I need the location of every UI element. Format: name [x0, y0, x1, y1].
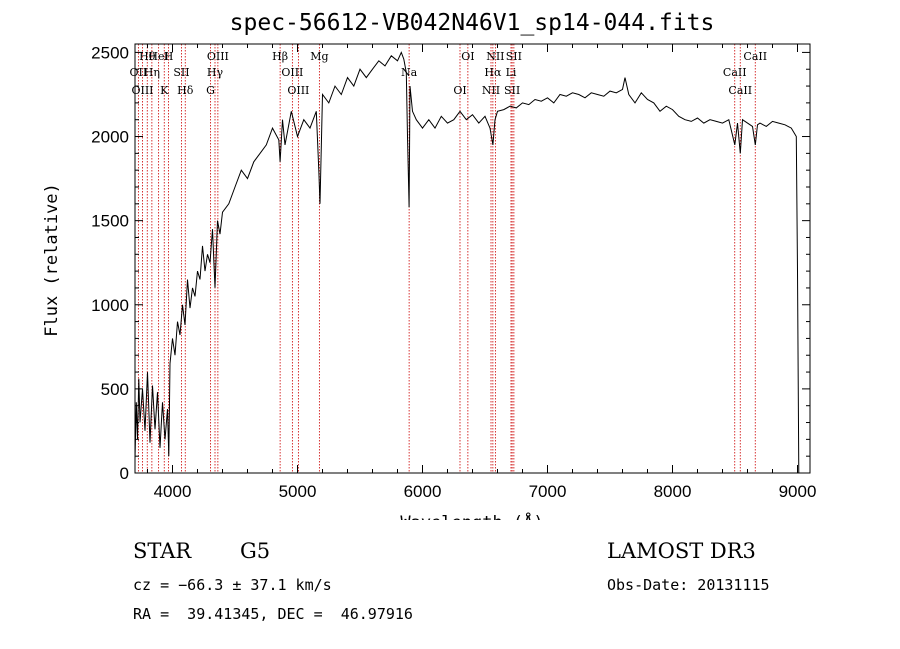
spectral-line-label: Hθ — [139, 50, 156, 63]
spectral-line-label: Hη — [144, 66, 160, 79]
spectral-line-label: Li — [506, 66, 517, 79]
y-tick-label: 1500 — [91, 212, 129, 231]
spectral-line-label: OIII — [281, 66, 303, 79]
spectral-line-label: NII — [482, 84, 500, 97]
spectral-line-labels: Hθ OII OIII HeI HηK H SII Hδ OIII Hγ G Hβ OIII OIII Mg… — [130, 50, 768, 97]
spectral-line-label: CaII — [723, 66, 747, 79]
chart-title: spec-56612-VB042N46V1_sp14-044.fits — [230, 10, 715, 36]
axis-ticks: 4000 5000 6000 7000 8000 9000 0 500 1000 1500 2000… — [91, 43, 816, 501]
spectrum-chart: spec-56612-VB042N46V1_sp14-044.fits Hθ OI… — [42, 10, 816, 520]
spectral-line-label: CaII — [743, 50, 767, 63]
spectral-line-label: H — [164, 50, 174, 63]
object-subclass: G5 — [240, 539, 271, 563]
spectral-line-label: OIII — [207, 50, 229, 63]
x-tick-label: 8000 — [654, 482, 692, 501]
obs-date: Obs-Date: 20131115 — [607, 576, 770, 594]
y-tick-label: 0 — [120, 464, 129, 483]
spectral-line-label: Hγ — [207, 66, 224, 79]
y-tick-label: 1000 — [91, 296, 129, 315]
redshift-cz: cz = −66.3 ± 37.1 km/s — [133, 576, 332, 594]
x-tick-label: 7000 — [529, 482, 567, 501]
x-tick-label: 4000 — [154, 482, 192, 501]
x-axis-label: Wavelength (Å) — [400, 511, 543, 520]
spectral-line-label: OIII — [287, 84, 309, 97]
y-axis-label: Flux (relative) — [42, 183, 62, 337]
spectral-line-markers — [137, 44, 756, 473]
spectral-line-label: OI — [453, 84, 466, 97]
plot-frame — [134, 43, 811, 474]
spectral-line-label: CaII — [728, 84, 752, 97]
y-tick-label: 2000 — [91, 128, 129, 147]
x-tick-label: 5000 — [279, 482, 317, 501]
spectral-line-label: SII — [504, 84, 520, 97]
spectral-line-label: OIII — [131, 84, 153, 97]
y-tick-label: 2500 — [91, 43, 129, 62]
spectral-line-label: NII — [486, 50, 504, 63]
spectral-line-label: Na — [401, 66, 418, 79]
survey-name: LAMOST DR3 — [607, 539, 756, 563]
spectrum-line — [134, 51, 800, 474]
spectral-line-label: K — [160, 84, 169, 97]
x-tick-label: 9000 — [779, 482, 817, 501]
spectral-line-label: SII — [506, 50, 522, 63]
spectral-line-label: OII — [130, 66, 148, 79]
spectral-line-label: Hδ — [177, 84, 194, 97]
spectral-line-label: SII — [173, 66, 189, 79]
spectral-line-label: HeI — [148, 50, 168, 63]
object-class: STAR — [133, 539, 192, 563]
spectral-line-label: Hβ — [272, 50, 288, 63]
x-tick-label: 6000 — [404, 482, 442, 501]
spectral-line-label: Hα — [484, 66, 502, 79]
y-tick-label: 500 — [101, 380, 129, 399]
spectral-line-label: OI — [461, 50, 474, 63]
spectral-line-label: Mg — [310, 50, 328, 63]
coordinates: RA = 39.41345, DEC = 46.97916 — [133, 605, 413, 623]
spectral-line-label: G — [206, 84, 215, 97]
